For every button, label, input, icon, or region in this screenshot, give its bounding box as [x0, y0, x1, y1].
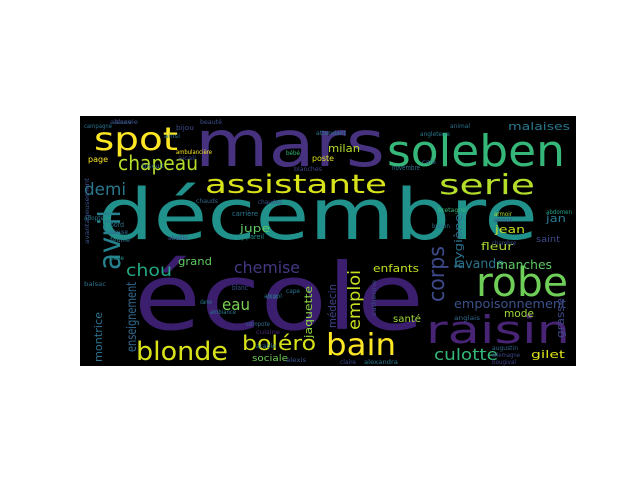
word: chambre	[492, 240, 516, 247]
word: chauds	[196, 198, 218, 205]
word: santé	[393, 313, 421, 325]
word: page	[88, 155, 108, 164]
word: malaises	[508, 120, 570, 133]
wordcloud: décembre école mars soleben spot robe ra…	[80, 116, 576, 366]
word: anglais	[454, 315, 480, 322]
word: mars	[195, 116, 385, 182]
word: chemise	[234, 258, 300, 277]
word: armoir	[494, 211, 512, 218]
word: campagne	[84, 123, 112, 130]
word: enfants	[373, 262, 419, 275]
word: ambiance	[210, 309, 236, 316]
word: blanches	[294, 166, 322, 173]
word: chou	[126, 261, 172, 281]
word: adopte	[84, 215, 104, 222]
word: bord	[110, 221, 124, 229]
word: robe	[476, 260, 568, 306]
word: jean	[494, 223, 525, 236]
word: empoisonnement	[454, 297, 566, 311]
word: novembre	[392, 164, 420, 172]
word: chapeau	[118, 151, 198, 175]
word: bose	[110, 255, 124, 262]
word: emploi	[345, 270, 365, 330]
word: alexis	[286, 357, 306, 364]
word: balsac	[84, 281, 106, 288]
word: alexandra	[364, 359, 398, 366]
wordcloud-canvas: décembre école mars soleben spot robe ra…	[80, 116, 576, 366]
word: ainsi	[164, 133, 180, 140]
word: feuille	[110, 237, 130, 244]
word: breton	[432, 223, 450, 230]
word: manches	[496, 258, 552, 272]
word: dame	[200, 299, 212, 306]
word: décembre	[98, 174, 538, 256]
word: alcool	[264, 293, 282, 300]
word: chaudes	[258, 199, 282, 206]
word: culotte	[434, 345, 498, 364]
word: angleterre	[420, 131, 450, 138]
word: montrice	[92, 312, 105, 362]
word: blonde	[136, 337, 228, 366]
word: blanc	[232, 284, 248, 292]
word: hygiène	[452, 214, 465, 268]
word: grasse	[554, 298, 567, 338]
word: gilet	[531, 348, 566, 361]
word: école	[134, 244, 424, 351]
word: raisin	[426, 308, 570, 352]
word: bébé	[286, 150, 300, 157]
word: demi	[84, 180, 126, 200]
word: claire	[340, 359, 356, 366]
word: fleur	[481, 240, 514, 253]
word: cuisine	[256, 329, 280, 336]
word: bijou	[176, 124, 194, 132]
word: serie	[439, 168, 535, 201]
word: aicali	[178, 155, 196, 162]
word: allemagne	[492, 352, 520, 359]
word: médecin	[326, 284, 339, 328]
word: attendant	[316, 130, 347, 137]
wordcloud-background	[80, 116, 576, 366]
word: carrière	[232, 210, 258, 218]
word: blouse	[110, 229, 128, 236]
word: bretagne	[438, 207, 466, 214]
word: catherine	[371, 280, 378, 316]
word: jaquette	[302, 286, 315, 339]
word: soleben	[387, 126, 565, 177]
word: lavande	[454, 257, 504, 272]
word: boléro	[242, 331, 316, 355]
word: alsace	[110, 119, 132, 126]
word: alsavie	[114, 119, 138, 126]
word: bain	[326, 328, 396, 363]
word: augustin	[492, 345, 518, 352]
word: compote	[246, 321, 270, 328]
word: ambulancière	[176, 149, 212, 156]
word: chat	[266, 294, 279, 301]
word: poste	[312, 154, 334, 163]
word: corps	[425, 246, 450, 302]
word: abdomen	[546, 209, 572, 216]
word: arable	[256, 343, 276, 350]
word: café	[422, 159, 436, 166]
word: animal	[450, 123, 470, 130]
word: mode	[504, 307, 534, 320]
word: eau	[222, 295, 250, 314]
word: jan	[545, 212, 566, 225]
word: grand	[178, 255, 212, 268]
word: avril	[93, 210, 128, 270]
word: enseignement	[125, 282, 140, 352]
word: saint	[536, 235, 561, 245]
word: armor	[494, 217, 513, 224]
word: biscuit	[142, 163, 165, 170]
word: milan	[328, 142, 360, 155]
word: jupe	[239, 222, 271, 235]
word: appareil	[238, 233, 264, 241]
word: cape	[286, 288, 300, 295]
word: avantageusement	[84, 177, 91, 244]
word: sociale	[252, 354, 289, 364]
word: bougival	[492, 359, 516, 366]
word: spot	[94, 120, 178, 158]
word: abeille	[168, 235, 188, 242]
word: beauté	[200, 119, 222, 126]
word: assistante	[205, 170, 387, 200]
